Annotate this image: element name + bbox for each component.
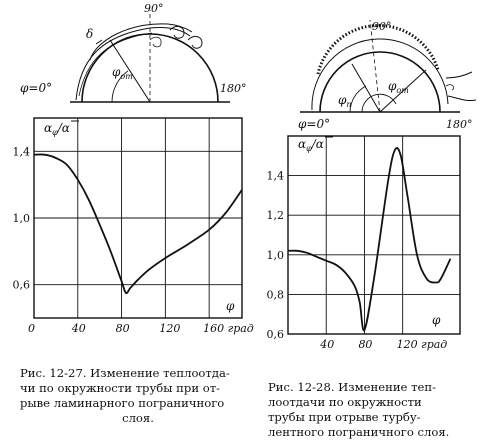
left-chart-frame [33,117,243,319]
left-angle-arc [111,70,129,103]
left-ytick-label: 0,6 [13,279,31,292]
right-caption-line: лентного пограничного слоя. [268,425,450,439]
left-boundary-layer-inner [78,32,153,97]
left-delta-arrow [95,39,103,45]
right-figure-caption: Рис. 12-28. Изменение теп- лоотдачи по о… [268,380,490,440]
right-pipe-sketch [300,19,477,113]
right-pipe-outline [319,51,441,113]
left-chart-curve [33,153,243,295]
right-wake-vortex [445,84,454,91]
left-xtick-label: 120 [159,322,180,335]
left-boundary-layer [75,27,191,101]
left-ytick-label: 1,0 [13,212,31,225]
right-chart: 1,4 1,2 1,0 0,8 0,6 40 80 120 град [267,135,461,351]
left-180deg-label: 180° [220,82,247,95]
left-phi-ot-label: φот [112,65,133,81]
left-xlabel: φ [226,299,235,313]
right-phi-n-arc [349,85,367,113]
right-180deg-label: 180° [446,118,473,131]
left-separation-radius [109,39,151,103]
right-ytick-label: 1,0 [267,249,285,262]
right-caption-line: Рис. 12-28. Изменение теп- [268,380,437,394]
right-90deg-label: 90° [372,20,392,33]
left-pipe-outline [81,33,219,103]
left-phi0-label: φ=0° [20,81,52,95]
left-caption-line: рыве ламинарного пограничного [20,396,225,410]
right-chart-tick-labels: 1,4 1,2 1,0 0,8 0,6 40 80 120 град [267,170,448,351]
right-ytick-label: 0,6 [267,328,285,341]
left-caption-line: чи по окружности трубы при от- [20,381,221,395]
right-wake-line-1 [445,71,473,79]
left-xtick-label: 80 [116,322,130,335]
left-caption-line: Рис. 12-27. Изменение теплоотда- [20,366,230,380]
left-vortex-1 [169,25,185,39]
left-xtick-label: 0 [28,322,35,335]
right-chart-frame [287,135,461,335]
left-delta-label: δ [86,27,93,41]
right-chart-grid [288,136,460,335]
left-pipe-sketch [70,10,230,103]
right-phi-ot-radius [379,69,427,113]
right-phi-n-label: φn [338,93,352,109]
left-ylabel: αφ/α [44,121,70,137]
left-streamline [89,23,193,61]
left-vortex-3 [149,36,162,48]
left-90deg-label: 90° [144,2,164,15]
right-ylabel: αφ/α [298,137,324,153]
left-caption-line: слоя. [122,411,154,425]
right-phi-ot-label: φот [388,79,409,95]
right-ytick-label: 1,4 [267,170,285,183]
right-phi0-label: φ=0° [298,117,330,131]
right-wake-line-2 [447,95,477,101]
right-phi-n-radius [351,63,381,113]
left-chart-grid [33,118,242,318]
right-chart-curve [287,147,452,332]
right-ytick-label: 1,2 [267,209,285,222]
left-xtick-label: 40 [71,322,86,335]
left-vortex-2 [187,35,203,49]
left-chart: 1,4 1,0 0,6 0 40 80 120 160 град [13,117,254,335]
right-caption-line: лоотдачи по окружности [268,395,422,409]
right-phi-ot-arc [361,93,397,113]
right-vertical-axis [369,19,381,113]
right-boundary-layer [311,38,449,111]
right-xlabel: φ [432,313,441,327]
right-xtick-label: 80 [358,338,372,351]
right-turbulent-layer [316,23,440,75]
left-ytick-label: 1,4 [13,145,31,158]
left-figure-caption: Рис. 12-27. Изменение теплоотда- чи по о… [20,366,256,426]
right-ytick-label: 0,8 [267,288,285,301]
left-xtick-label: 160 град [203,322,254,335]
right-xtick-label: 120 град [397,338,448,351]
left-chart-tick-labels: 1,4 1,0 0,6 0 40 80 120 160 град [13,145,254,335]
right-caption-line: трубы при отрыве турбу- [268,410,421,424]
right-xtick-label: 40 [319,338,334,351]
